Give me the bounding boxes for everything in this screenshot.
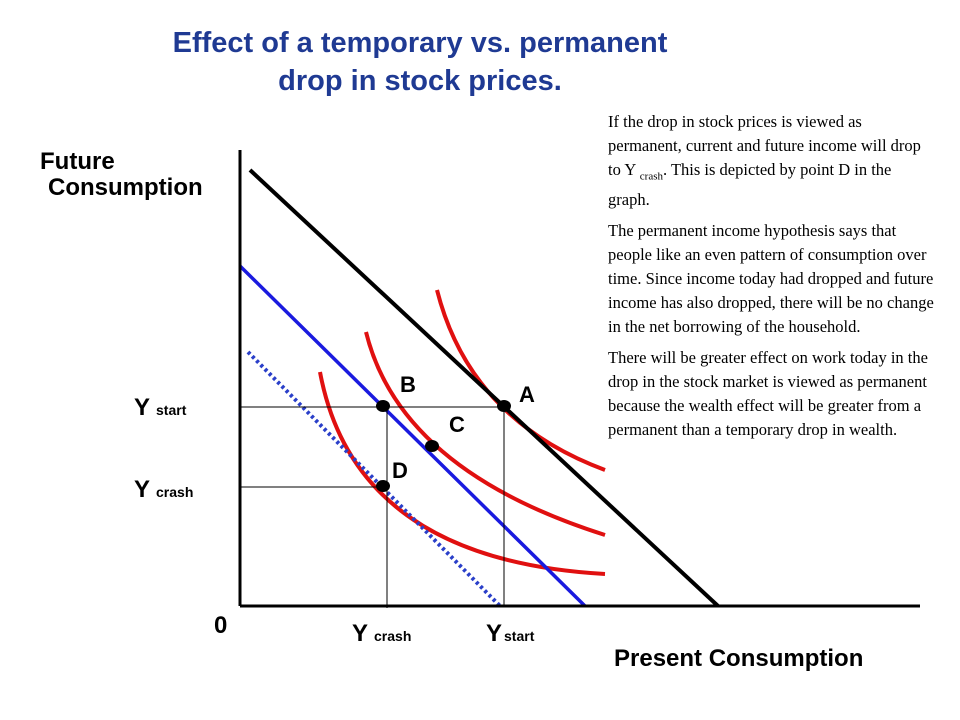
y-axis-label-line-2: Consumption — [48, 174, 203, 201]
explanation-paragraph-1: If the drop in stock prices is viewed as… — [608, 112, 921, 210]
budget-line-temporary — [238, 264, 587, 608]
origin-label: 0 — [214, 612, 228, 639]
title-line-1: Effect of a temporary vs. permanent — [172, 27, 668, 59]
budget-line-original — [248, 168, 720, 608]
point-c-marker — [425, 440, 439, 452]
point-b-label: B — [400, 372, 416, 397]
x-axis-label: Present Consumption — [614, 645, 864, 672]
indifference-curve-low — [318, 371, 606, 576]
budget-line-permanent — [246, 350, 502, 608]
point-d-marker — [376, 480, 390, 492]
page-title: Effect of a temporary vs. permanent drop… — [120, 24, 720, 100]
explanation-paragraph-2: The permanent income hypothesis says tha… — [608, 221, 934, 337]
point-a-label: A — [519, 382, 535, 407]
point-b-marker — [376, 400, 390, 412]
indifference-curve-mid — [364, 331, 606, 537]
point-d-label: D — [392, 458, 408, 483]
y-axis-label-line-1: Future — [40, 148, 115, 175]
title-line-2: drop in stock prices. — [278, 65, 562, 97]
indifference-curve-high — [435, 289, 606, 472]
point-a-marker — [497, 400, 511, 412]
explanation-text: If the drop in stock prices is viewed as… — [602, 110, 940, 450]
point-c-label: C — [449, 412, 465, 437]
explanation-paragraph-3: There will be greater effect on work tod… — [608, 348, 928, 440]
